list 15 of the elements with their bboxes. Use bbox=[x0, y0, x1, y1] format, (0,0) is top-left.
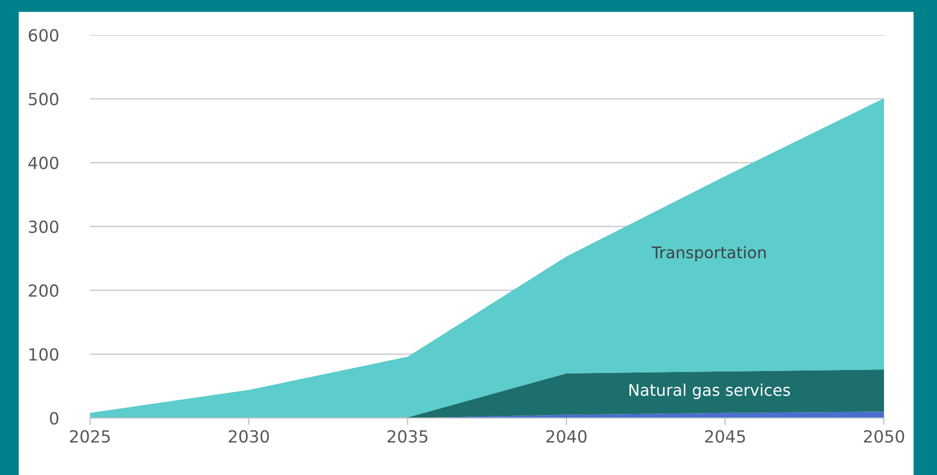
x-tick-label: 2040 bbox=[546, 430, 586, 443]
y-tick-label: 0 bbox=[50, 412, 58, 425]
y-tick-label: 600 bbox=[28, 28, 58, 42]
series-label: Natural gas services bbox=[629, 384, 790, 400]
y-tick-label: 200 bbox=[28, 284, 58, 297]
x-tick-label: 2035 bbox=[388, 430, 428, 443]
y-tick-label: 400 bbox=[28, 156, 58, 170]
x-tick-label: 2045 bbox=[705, 430, 745, 443]
y-tick-label: 100 bbox=[29, 348, 58, 361]
series-label: Transportation bbox=[652, 246, 766, 262]
x-tick-label: 2030 bbox=[228, 430, 269, 443]
x-tick-label: 2025 bbox=[70, 430, 110, 443]
y-tick-label: 500 bbox=[28, 92, 58, 106]
x-tick-label: 2050 bbox=[864, 430, 904, 443]
y-tick-label: 300 bbox=[28, 220, 58, 234]
